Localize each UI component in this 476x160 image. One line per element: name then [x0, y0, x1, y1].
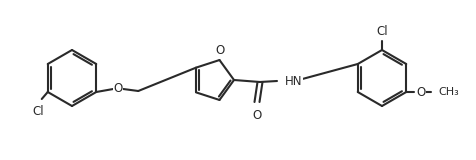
Text: HN: HN: [284, 75, 302, 88]
Text: Cl: Cl: [376, 25, 387, 38]
Text: CH₃: CH₃: [437, 87, 458, 97]
Text: O: O: [416, 85, 425, 99]
Text: O: O: [113, 81, 123, 95]
Text: O: O: [216, 44, 225, 57]
Text: O: O: [252, 109, 261, 122]
Text: Cl: Cl: [32, 105, 43, 118]
